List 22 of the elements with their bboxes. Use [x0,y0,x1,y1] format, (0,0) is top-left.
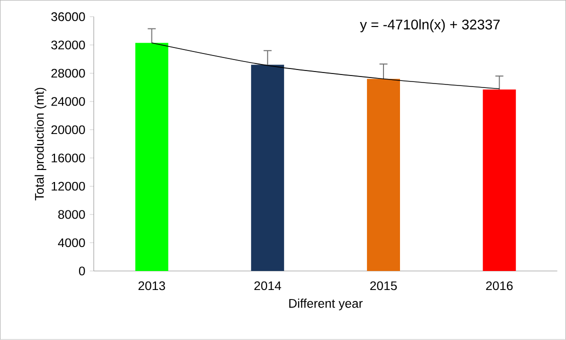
y-tick-label: 4000 [58,238,85,248]
y-tick-label: 12000 [52,182,85,191]
x-tick-label: 2015 [370,281,397,290]
y-axis-title: Total production (mt) [34,88,46,201]
x-tick-label: 2014 [254,281,282,290]
x-axis-title: Different year [289,298,363,310]
annotation: y = -4710ln(x) + 32337 [360,19,500,32]
x-tick-label: 2016 [486,281,513,290]
y-tick-label: 8000 [58,210,85,220]
y-tick-label: 0 [78,266,85,276]
x-tick-label: 2013 [138,281,166,290]
y-tick-label: 36000 [51,12,85,22]
bar [366,78,400,272]
y-tick-label: 24000 [51,97,85,106]
y-tick-label: 32000 [51,40,85,50]
bar [135,42,168,272]
y-tick-label: 16000 [52,154,85,163]
y-tick-label: 20000 [51,125,85,134]
y-tick-label: 28000 [51,68,85,78]
bar [482,90,516,272]
line-series [151,42,500,90]
bar [251,64,284,272]
